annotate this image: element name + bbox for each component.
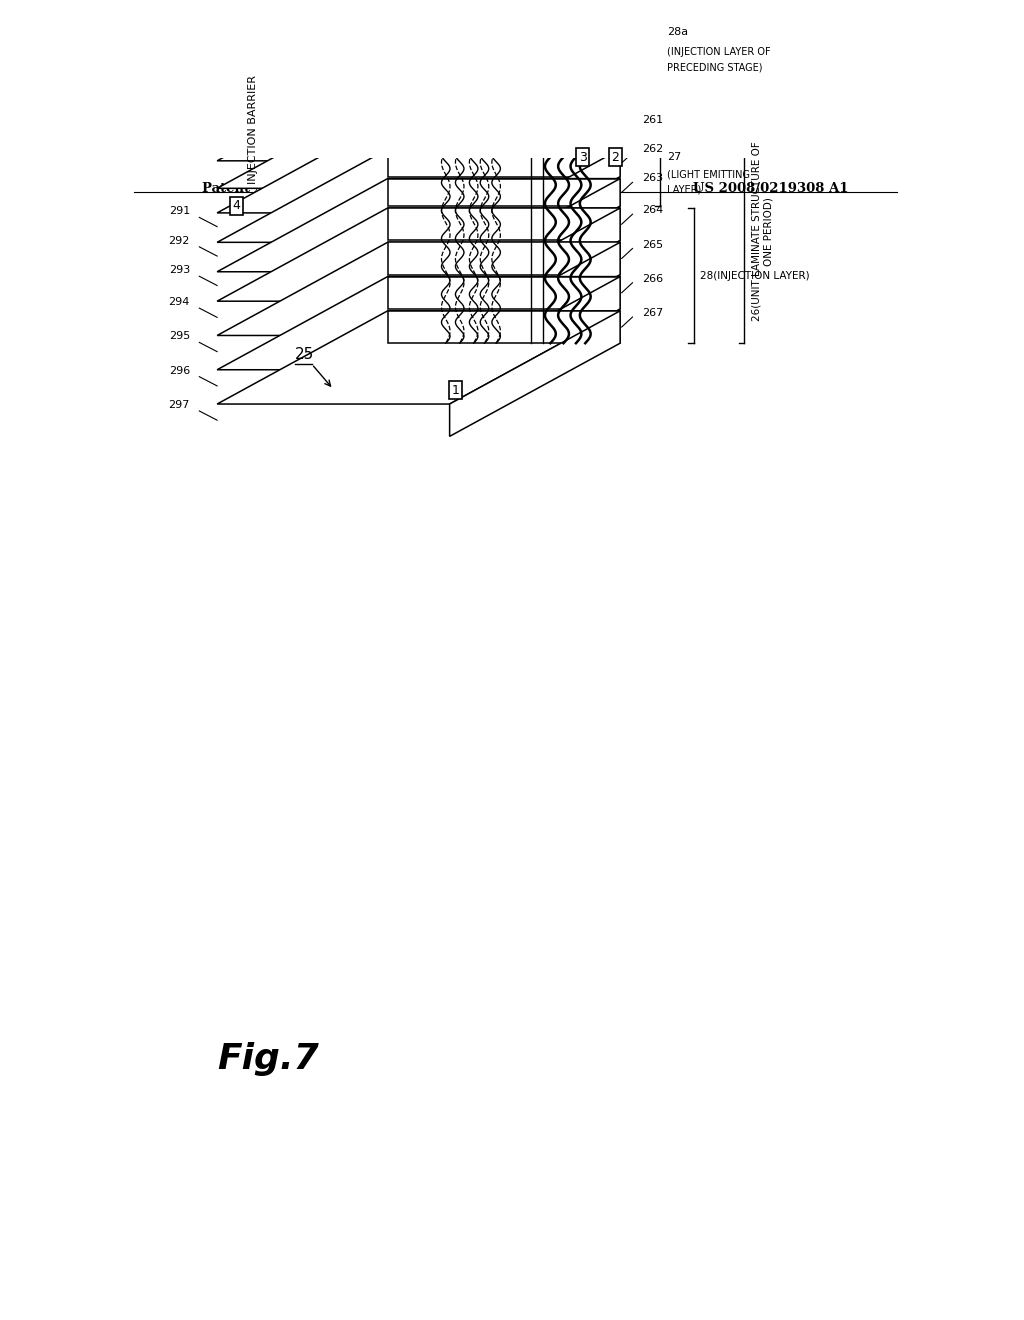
Polygon shape (450, 277, 621, 403)
Polygon shape (450, 209, 621, 334)
Polygon shape (217, 209, 621, 301)
Text: 2: 2 (611, 150, 620, 164)
Polygon shape (450, 178, 621, 300)
Polygon shape (217, 13, 621, 106)
Polygon shape (388, 243, 621, 275)
Text: 296: 296 (169, 366, 190, 375)
Text: 295: 295 (169, 331, 190, 342)
Polygon shape (388, 95, 621, 117)
Text: 27: 27 (667, 152, 681, 162)
Polygon shape (450, 312, 621, 437)
Text: Sep. 11, 2008  Sheet 7 of 9: Sep. 11, 2008 Sheet 7 of 9 (400, 182, 599, 194)
Text: 266: 266 (642, 273, 663, 284)
Polygon shape (450, 95, 621, 211)
Polygon shape (450, 0, 621, 102)
Polygon shape (388, 40, 621, 63)
Polygon shape (217, 178, 621, 272)
Polygon shape (388, 149, 621, 177)
Polygon shape (388, 67, 621, 90)
Polygon shape (217, 67, 621, 161)
Polygon shape (217, 0, 621, 78)
Polygon shape (388, 209, 621, 240)
Text: 297: 297 (169, 400, 190, 409)
Text: 1: 1 (452, 384, 460, 397)
Text: Fig.7: Fig.7 (217, 1043, 318, 1076)
Text: (LIGHT EMITTING: (LIGHT EMITTING (667, 169, 750, 180)
Text: INJECTION BARRIER: INJECTION BARRIER (248, 75, 258, 183)
Polygon shape (450, 120, 621, 240)
Text: 291: 291 (169, 206, 190, 216)
Polygon shape (450, 67, 621, 183)
Text: 25: 25 (295, 347, 314, 363)
Polygon shape (217, 277, 621, 370)
Polygon shape (388, 13, 621, 36)
Text: 263: 263 (642, 173, 663, 183)
Polygon shape (450, 243, 621, 368)
Text: LAYER): LAYER) (667, 185, 700, 195)
Text: 293: 293 (169, 265, 190, 275)
Polygon shape (217, 312, 621, 404)
Polygon shape (450, 149, 621, 269)
Polygon shape (450, 0, 621, 74)
Text: 261: 261 (642, 115, 663, 124)
Text: 262: 262 (642, 144, 664, 154)
Text: 265: 265 (642, 240, 663, 249)
Polygon shape (450, 40, 621, 156)
Polygon shape (388, 312, 621, 343)
Polygon shape (217, 243, 621, 335)
Text: PRECEDING STAGE): PRECEDING STAGE) (667, 62, 762, 73)
Polygon shape (388, 0, 621, 8)
Polygon shape (217, 0, 621, 51)
Text: 267: 267 (642, 308, 664, 318)
Text: US 2008/0219308 A1: US 2008/0219308 A1 (693, 182, 849, 194)
Text: 4: 4 (232, 199, 241, 213)
Text: 28(INJECTION LAYER): 28(INJECTION LAYER) (700, 271, 810, 281)
Polygon shape (388, 178, 621, 206)
Polygon shape (217, 95, 621, 189)
Polygon shape (388, 120, 621, 148)
Text: 26(UNIT LAMINATE STRUCTURE OF
ONE PERIOD): 26(UNIT LAMINATE STRUCTURE OF ONE PERIOD… (752, 141, 773, 321)
Polygon shape (217, 149, 621, 243)
Text: (INJECTION LAYER OF: (INJECTION LAYER OF (667, 46, 770, 57)
Polygon shape (217, 40, 621, 133)
Text: 3: 3 (579, 150, 587, 164)
Polygon shape (450, 13, 621, 128)
Text: 294: 294 (169, 297, 190, 308)
Text: Patent Application Publication: Patent Application Publication (202, 182, 428, 194)
Polygon shape (388, 277, 621, 309)
Text: 264: 264 (642, 206, 664, 215)
Text: 292: 292 (169, 236, 190, 246)
Text: 28a: 28a (667, 26, 688, 37)
Polygon shape (217, 120, 621, 213)
